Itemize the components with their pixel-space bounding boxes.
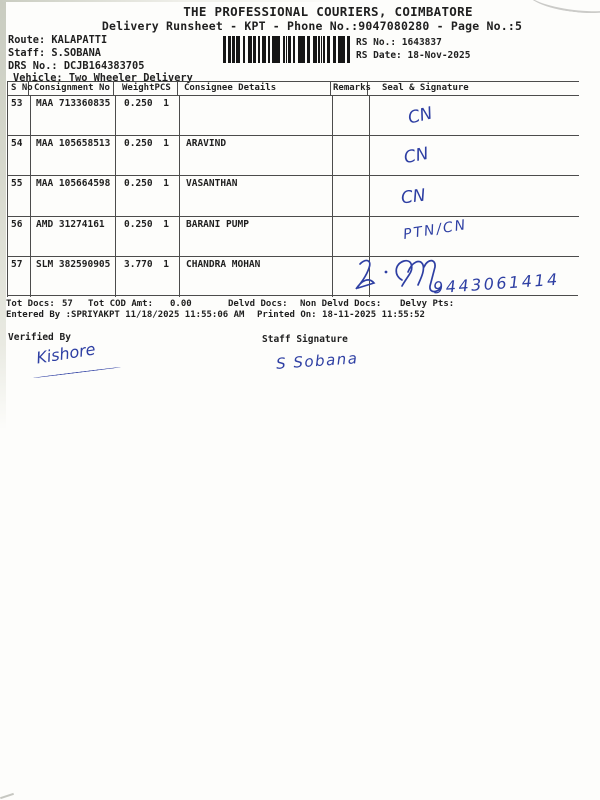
col-pcs: PCS bbox=[154, 83, 171, 93]
table-row: 53 MAA 713360835 0.250 1 bbox=[8, 96, 579, 137]
cell-weight: 0.250 bbox=[124, 218, 153, 230]
drs-label: DRS No.: bbox=[8, 60, 58, 72]
cell-seal bbox=[370, 136, 579, 175]
cell-weight: 0.250 bbox=[124, 178, 153, 190]
delvy-pts-label: Delvy Pts: bbox=[400, 299, 455, 309]
rs-no-value: 1643837 bbox=[401, 37, 442, 48]
rs-no-line: RS No.: 1643837 bbox=[356, 37, 442, 48]
cell-remarks bbox=[333, 256, 370, 297]
cell-s-no: 57 bbox=[8, 256, 31, 297]
handwritten-staff-signature: S Sobana bbox=[275, 349, 359, 373]
table-row: 56 AMD 31274161 0.250 1 BARANI PUMP bbox=[8, 216, 579, 257]
non-delvd-docs-label: Non Delvd Docs: bbox=[300, 299, 382, 309]
cell-s-no: 53 bbox=[8, 96, 31, 136]
rs-date-value: 18-Nov-2025 bbox=[407, 50, 471, 61]
cell-pcs: 1 bbox=[163, 218, 169, 230]
rs-no-label: RS No.: bbox=[356, 37, 397, 48]
col-weight-pcs: Weight PCS bbox=[114, 82, 178, 95]
cell-weight-pcs: 0.250 1 bbox=[116, 176, 180, 216]
runsheet-table: S No Consignment No Weight PCS Consignee … bbox=[7, 81, 579, 297]
cell-consignee bbox=[180, 96, 333, 136]
drs-value: DCJB164383705 bbox=[63, 60, 145, 72]
col-remarks: Remarks bbox=[333, 82, 371, 95]
scanner-edge-top bbox=[0, 0, 600, 2]
cell-pcs: 1 bbox=[163, 258, 169, 270]
cell-remarks bbox=[333, 136, 370, 176]
table-header-row: S No Consignment No Weight PCS Consignee … bbox=[8, 82, 579, 96]
cell-weight-pcs: 0.250 1 bbox=[116, 136, 180, 176]
staff-line: Staff: S.SOBANA bbox=[8, 47, 101, 59]
cell-consignment-no: MAA 105664598 bbox=[31, 176, 116, 216]
col-seal-signature: Seal & Signature bbox=[382, 83, 469, 93]
cell-remarks bbox=[333, 216, 370, 256]
cell-remarks bbox=[333, 96, 370, 136]
staff-value: S.SOBANA bbox=[51, 47, 102, 59]
cell-consignee: CHANDRA MOHAN bbox=[180, 256, 333, 297]
cell-s-no: 55 bbox=[8, 176, 31, 216]
cell-weight-pcs: 0.250 1 bbox=[116, 96, 180, 136]
scan-artifact-bottom-left bbox=[0, 792, 14, 800]
drs-line: DRS No.: DCJB164383705 bbox=[8, 60, 144, 72]
rs-date-label: RS Date: bbox=[356, 50, 402, 61]
cell-seal bbox=[370, 96, 579, 135]
handwritten-cn-row55: CN bbox=[399, 185, 427, 209]
cell-consignee: VASANTHAN bbox=[180, 176, 333, 216]
cell-weight-pcs: 0.250 1 bbox=[116, 216, 180, 256]
cell-s-no: 54 bbox=[8, 136, 31, 176]
barcode bbox=[223, 36, 353, 63]
verified-by-underline bbox=[33, 366, 121, 379]
entered-by-line: Entered By :SPRIYAKPT 11/18/2025 11:55:0… bbox=[6, 310, 245, 320]
col-consignee-details: Consignee Details bbox=[178, 82, 331, 95]
cell-consignee: BARANI PUMP bbox=[180, 216, 333, 256]
cell-weight: 3.770 bbox=[124, 258, 153, 270]
tot-docs-label: Tot Docs: bbox=[6, 299, 55, 309]
scanner-edge-strip bbox=[0, 0, 6, 430]
tot-docs-value: 57 bbox=[62, 299, 73, 309]
cell-consignment-no: MAA 105658513 bbox=[31, 136, 116, 176]
cell-weight: 0.250 bbox=[124, 98, 153, 109]
cell-weight: 0.250 bbox=[124, 138, 153, 150]
cell-pcs: 1 bbox=[163, 178, 169, 190]
cell-consignment-no: MAA 713360835 bbox=[31, 96, 116, 136]
col-s-no: S No bbox=[6, 82, 33, 95]
cell-s-no: 56 bbox=[8, 216, 31, 256]
table-row: 54 MAA 105658513 0.250 1 ARAVIND bbox=[8, 136, 579, 177]
cell-consignment-no: SLM 382590905 bbox=[31, 256, 116, 297]
col-consignment-no: Consignment No bbox=[29, 82, 114, 95]
cell-consignee: ARAVIND bbox=[180, 136, 333, 176]
table-row: 55 MAA 105664598 0.250 1 VASANTHAN bbox=[8, 176, 579, 217]
cell-weight-pcs: 3.770 1 bbox=[116, 256, 180, 297]
table-row: 57 SLM 382590905 3.770 1 CHANDRA MOHAN bbox=[8, 256, 579, 297]
company-title: THE PROFESSIONAL COURIERS, COIMBATORE bbox=[183, 4, 473, 19]
signature-scribble-row57 bbox=[355, 259, 442, 293]
document-subtitle: Delivery Runsheet - KPT - Phone No.:9047… bbox=[101, 19, 523, 33]
handwritten-verified-by: Kishore bbox=[34, 339, 97, 368]
col-weight: Weight bbox=[122, 83, 155, 93]
tot-cod-value: 0.00 bbox=[170, 299, 192, 309]
delvd-docs-label: Delvd Docs: bbox=[228, 299, 288, 309]
table-bottom-line bbox=[7, 295, 578, 296]
route-value: KALAPATTI bbox=[51, 34, 108, 46]
staff-label: Staff: bbox=[8, 47, 46, 59]
cell-pcs: 1 bbox=[163, 98, 169, 109]
route-line: Route: KALAPATTI bbox=[8, 34, 107, 46]
verified-by-label: Verified By bbox=[8, 332, 71, 343]
rs-date-line: RS Date: 18-Nov-2025 bbox=[356, 50, 470, 61]
cell-remarks bbox=[333, 176, 370, 216]
staff-signature-label: Staff Signature bbox=[262, 334, 348, 345]
tot-cod-label: Tot COD Amt: bbox=[88, 299, 154, 309]
cell-consignment-no: AMD 31274161 bbox=[31, 216, 116, 256]
printed-on-line: Printed On: 18-11-2025 11:55:52 bbox=[257, 310, 425, 320]
cell-pcs: 1 bbox=[163, 138, 169, 150]
route-label: Route: bbox=[8, 34, 46, 46]
